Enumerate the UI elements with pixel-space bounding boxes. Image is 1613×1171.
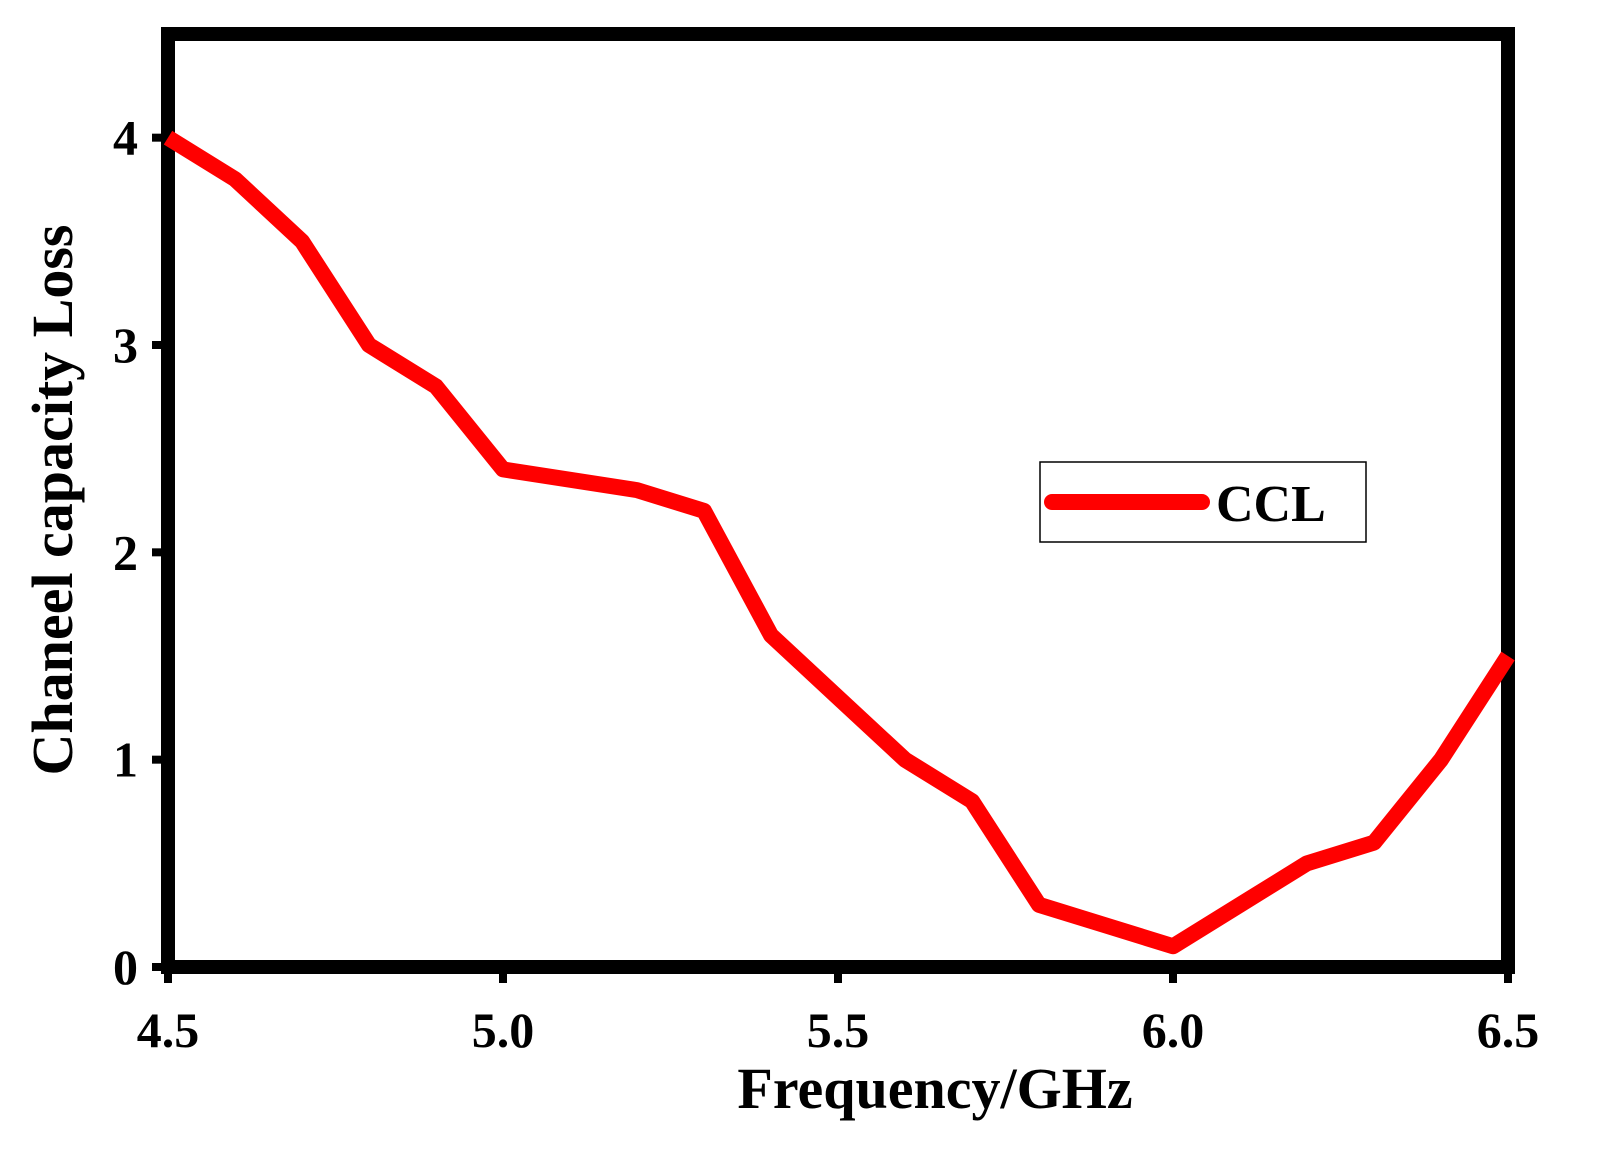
y-tick-label: 1: [113, 732, 138, 788]
tick-labels: 4.5 5.0 5.5 6.0 6.5 0 1 2 3 4: [113, 110, 1539, 1058]
legend: CCL: [1039, 461, 1367, 543]
series-lines: [163, 130, 1515, 955]
y-tick-label: 0: [113, 939, 138, 995]
x-tick-label: 6.0: [1142, 1002, 1205, 1058]
x-tick-label: 4.5: [137, 1002, 200, 1058]
y-axis-title: Chaneel capacity Loss: [20, 225, 85, 776]
series-line-ccl: [163, 130, 1515, 955]
legend-label: CCL: [1216, 476, 1326, 533]
y-tick-label: 3: [113, 317, 138, 373]
x-tick-label: 5.5: [807, 1002, 870, 1058]
x-tick-label: 5.0: [472, 1002, 535, 1058]
x-axis-title: Frequency/GHz: [737, 1056, 1132, 1121]
x-tick-label: 6.5: [1477, 1002, 1540, 1058]
y-tick-label: 4: [113, 110, 138, 166]
y-tick-label: 2: [113, 524, 138, 580]
axis-ticks: [152, 133, 1512, 983]
